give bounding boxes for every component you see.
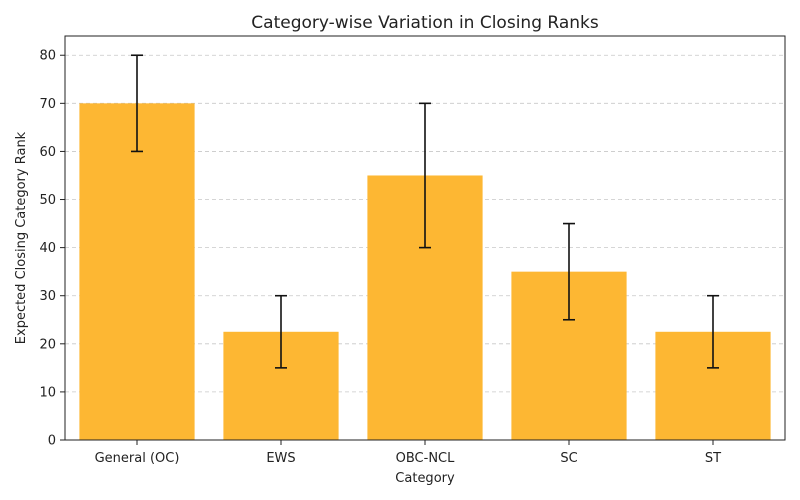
y-tick-label: 80 [39, 49, 56, 64]
bar [79, 103, 195, 440]
x-axis-ticks: General (OC) EWS OBC-NCL SC ST [95, 440, 721, 466]
y-tick-label: 50 [39, 193, 56, 208]
x-tick-label: EWS [266, 451, 295, 466]
y-tick-label: 30 [39, 289, 56, 304]
y-tick-label: 70 [39, 97, 56, 112]
y-tick-label: 0 [48, 434, 56, 449]
y-tick-label: 10 [39, 385, 56, 400]
x-tick-label: ST [705, 451, 721, 466]
x-axis-label: Category [395, 471, 455, 486]
y-axis-label: Expected Closing Category Rank [14, 131, 29, 344]
error-bars [131, 54, 719, 369]
x-tick-label: SC [560, 451, 577, 466]
y-tick-label: 60 [39, 145, 56, 160]
chart-title: Category-wise Variation in Closing Ranks [251, 13, 599, 33]
x-tick-label: OBC-NCL [396, 451, 455, 466]
y-tick-label: 40 [39, 241, 56, 256]
x-tick-label: General (OC) [95, 451, 180, 466]
y-tick-label: 20 [39, 337, 56, 352]
y-axis-ticks: 0 10 20 30 40 50 60 70 80 [39, 49, 65, 449]
